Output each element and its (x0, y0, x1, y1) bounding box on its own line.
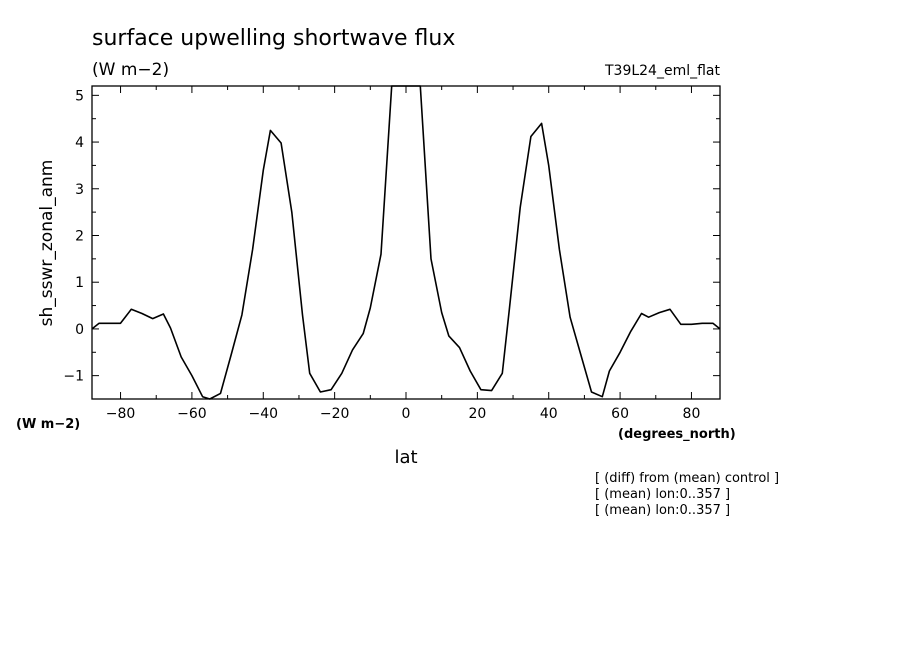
y-tick-label: 5 (75, 88, 84, 104)
x-tick-label: −60 (177, 406, 207, 422)
x-tick-label: −80 (106, 406, 136, 422)
x-tick-label: 80 (683, 406, 701, 422)
y-axis-units: (W m−2) (16, 417, 80, 432)
run-label: T39L24_eml_flat (604, 63, 721, 79)
y-tick-label: 0 (75, 322, 84, 338)
y-tick-label: 4 (75, 135, 84, 151)
y-tick-label: 1 (75, 275, 84, 291)
plot-frame (91, 85, 721, 400)
series-line-0 (91, 85, 721, 400)
y-tick-label: 3 (75, 182, 84, 198)
note-mean-lon-2: [ (mean) lon:0..357 ] (595, 503, 730, 518)
note-diff: [ (diff) from (mean) control ] (595, 471, 779, 486)
ticks: −80 −60 −40 −20 0 20 40 60 80 −1 0 1 2 3 4 5 (63, 86, 720, 422)
x-axis-label: lat (394, 447, 417, 468)
series-lines (91, 85, 721, 400)
y-axis-label: sh_sswr_zonal_anm (37, 160, 57, 327)
axes (91, 85, 721, 400)
x-tick-label: −40 (248, 406, 278, 422)
x-tick-label: 0 (402, 406, 411, 422)
x-tick-label: 20 (468, 406, 486, 422)
x-tick-label: 40 (540, 406, 558, 422)
x-tick-label: −20 (320, 406, 350, 422)
x-axis-units: (degrees_north) (618, 427, 736, 442)
y-tick-label: −1 (63, 369, 84, 385)
chart-units: (W m−2) (92, 60, 169, 80)
chart-title: surface upwelling shortwave flux (92, 26, 455, 51)
x-tick-label: 60 (611, 406, 629, 422)
y-tick-label: 2 (75, 228, 84, 244)
note-mean-lon-1: [ (mean) lon:0..357 ] (595, 487, 730, 502)
